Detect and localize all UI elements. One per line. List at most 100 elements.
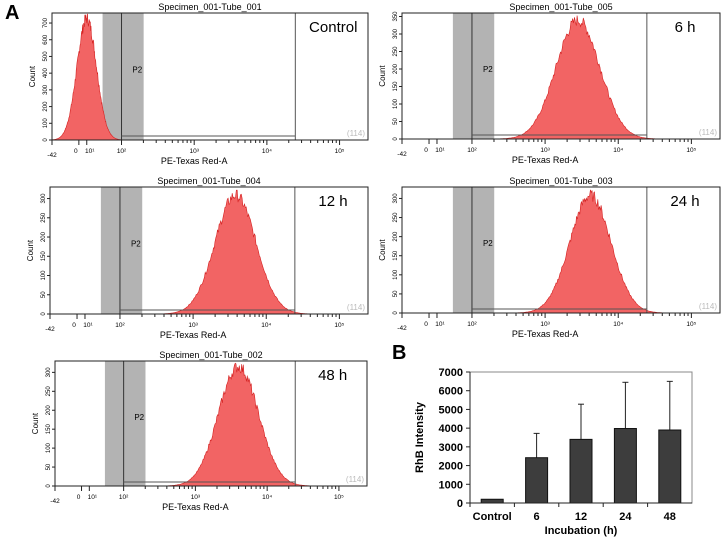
x-tick-label: 48: [664, 511, 676, 523]
y-tick-label: 250: [46, 386, 52, 397]
x-tick-label: 10¹: [83, 322, 93, 329]
plot-frame: [401, 12, 721, 140]
y-tick-label: 5000: [439, 404, 463, 416]
y-tick-label: 250: [393, 212, 399, 223]
condition-label: 48 h: [318, 367, 347, 384]
y-tick-label: 100: [393, 98, 399, 109]
histogram-panel-0: Specimen_001-Tube_001 P2 Control (114) 0 100 2…: [28, 2, 369, 166]
y-tick-label: 400: [43, 67, 49, 78]
y-tick-label: 200: [43, 101, 49, 112]
y-tick-label: 700: [43, 17, 49, 28]
gate-shade: [452, 13, 495, 139]
gate-shade: [104, 361, 146, 486]
condition-label: 24 h: [670, 193, 699, 210]
x-tick-label: 10²: [115, 322, 125, 329]
y-tick-label: 150: [393, 250, 399, 261]
x-tick-label: 10⁴: [262, 148, 272, 155]
x-axis-label: PE-Texas Red-A: [161, 156, 228, 166]
x-tick-label: 10¹: [435, 321, 445, 328]
gate-shade: [102, 13, 144, 140]
x-tick-label: 10⁵: [334, 322, 344, 329]
y-tick-label: 0: [457, 498, 463, 510]
y-tick-label: 0: [393, 137, 399, 141]
x-tick-label: 24: [619, 511, 632, 523]
y-tick-label: 200: [393, 231, 399, 242]
x-tick-label: 10⁴: [613, 321, 623, 328]
y-tick-label: 4000: [439, 423, 463, 435]
x-tick-label: 10²: [467, 147, 477, 154]
y-tick-label: 100: [41, 270, 47, 281]
histogram-panel-2: Specimen_001-Tube_004 P2 12 h (114) 0 50 100 15…: [26, 176, 369, 340]
y-tick-label: 100: [43, 118, 49, 129]
histogram-panel-1: Specimen_001-Tube_005 P2 6 h (114) 0 50 100 150…: [378, 2, 721, 165]
histogram-area: [153, 189, 318, 315]
x-tick-label: -42: [397, 151, 407, 158]
x-tick-label: -42: [50, 498, 60, 505]
histogram-panel-4: Specimen_001-Tube_002 P2 48 h (114) 0 50 100 15…: [31, 350, 368, 512]
gate-label: P2: [134, 413, 144, 422]
x-tick-label: 10¹: [435, 147, 445, 154]
y-tick-label: 300: [393, 28, 399, 39]
x-tick-label: -42: [45, 326, 55, 333]
histogram-area: [158, 362, 319, 487]
x-tick-label: 10¹: [85, 148, 95, 155]
y-tick-label: 300: [41, 193, 47, 204]
histogram-title: Specimen_001-Tube_001: [158, 2, 261, 12]
y-tick-label: 200: [41, 231, 47, 242]
x-tick-label: 10³: [189, 148, 199, 155]
gate-shade: [100, 187, 143, 314]
x-tick-label: 10⁴: [261, 322, 271, 329]
bar-6: [525, 457, 549, 504]
bar-24: [613, 428, 637, 504]
y-tick-label: 0: [393, 311, 399, 315]
x-tick-label: 10³: [191, 494, 201, 501]
histogram-panel-3: Specimen_001-Tube_003 P2 24 h (114) 0 50 100 15…: [378, 176, 721, 339]
histogram-title: Specimen_001-Tube_003: [509, 176, 612, 186]
histogram-area: [51, 13, 131, 141]
y-tick-label: 3000: [439, 442, 463, 454]
bar-chart: 0 1000 2000 3000 4000 5000 6000 7000 Control 6 12 2…: [414, 367, 693, 537]
plot-frame: [51, 12, 369, 141]
y-axis-label: Count: [378, 65, 387, 87]
y-axis-label: Count: [28, 65, 37, 87]
y-tick-label: 50: [46, 463, 52, 470]
gate-label: P2: [131, 240, 141, 249]
y-tick-label: 50: [393, 290, 399, 297]
y-tick-label: 200: [46, 405, 52, 416]
x-tick-label: 6: [534, 511, 540, 523]
x-tick-label: 10¹: [88, 494, 98, 501]
y-tick-label: 200: [393, 63, 399, 74]
y-tick-label: 50: [393, 118, 399, 125]
condition-label: 6 h: [675, 19, 696, 36]
x-tick-label: 10⁵: [334, 494, 344, 501]
x-tick-label: 10⁵: [335, 148, 345, 155]
event-count: (114): [347, 303, 365, 312]
x-tick-label: 10²: [117, 148, 127, 155]
gate-label: P2: [132, 66, 142, 75]
y-tick-label: 2000: [439, 461, 463, 473]
y-tick-label: 300: [43, 84, 49, 95]
event-count: (114): [347, 129, 365, 138]
y-tick-label: 300: [46, 367, 52, 378]
bar-12: [569, 438, 593, 504]
x-tick-label: Control: [473, 511, 512, 523]
x-tick-label: 10³: [188, 322, 198, 329]
event-count: (114): [699, 302, 717, 311]
x-tick-label: 0: [74, 148, 78, 155]
histogram-title: Specimen_001-Tube_005: [509, 2, 612, 12]
y-tick-label: 500: [43, 51, 49, 62]
y-tick-label: 6000: [439, 386, 463, 398]
x-tick-label: 10²: [119, 494, 129, 501]
y-axis-label: Count: [26, 239, 35, 261]
histogram-area: [508, 189, 673, 314]
y-tick-label: 100: [393, 269, 399, 280]
x-axis-label: PE-Texas Red-A: [160, 330, 227, 340]
y-tick-label: 300: [393, 193, 399, 204]
x-tick-label: -42: [47, 152, 57, 159]
x-tick-label: 0: [424, 147, 428, 154]
y-tick-label: 1000: [439, 479, 463, 491]
y-axis-label: RhB Intensity: [414, 401, 426, 473]
y-tick-label: 350: [393, 11, 399, 22]
y-tick-label: 150: [41, 251, 47, 262]
